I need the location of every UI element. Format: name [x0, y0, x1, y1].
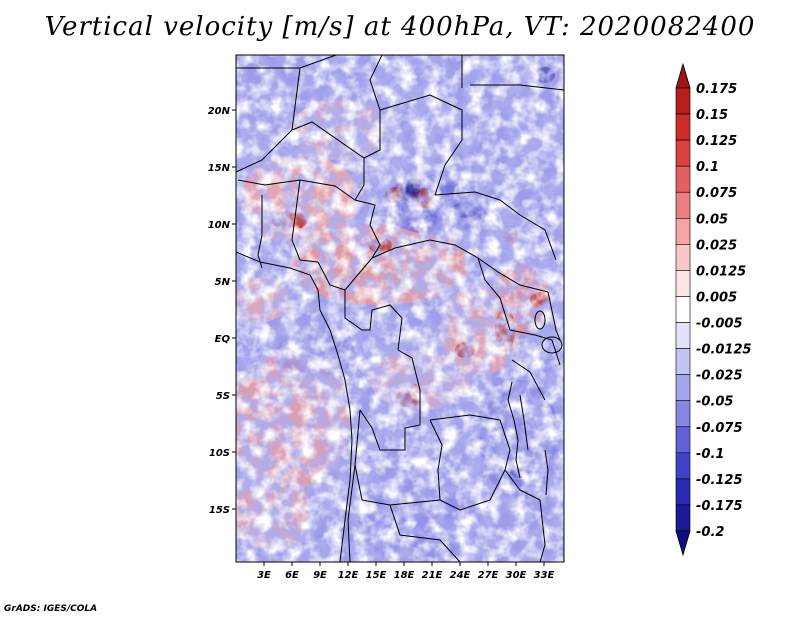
colorbar-segment	[675, 270, 691, 297]
lat-label: 20N	[208, 106, 231, 117]
colorbar-label: -0.1	[696, 447, 724, 462]
grads-credit: GrADS: IGES/COLA	[4, 604, 98, 614]
lon-label: 12E	[338, 570, 359, 581]
colorbar-label: -0.175	[696, 499, 743, 514]
lat-label: 10N	[208, 220, 231, 231]
colorbar-segment	[675, 504, 691, 532]
lake-outlines	[507, 310, 563, 496]
colorbar-segment	[675, 296, 691, 323]
colorbar-label: 0.15	[696, 108, 728, 123]
lat-label: EQ	[215, 334, 231, 345]
colorbar-top-triangle	[675, 62, 691, 89]
lat-label: 5S	[216, 391, 230, 402]
lon-label: 21E	[422, 570, 443, 581]
lat-axis	[232, 109, 236, 510]
colorbar-label: -0.0125	[696, 343, 752, 358]
colorbar-label: -0.075	[696, 421, 743, 436]
colorbar-segment	[675, 113, 691, 141]
colorbar-segment	[675, 217, 691, 245]
lat-label: 5N	[215, 277, 231, 288]
colorbar-label: 0.0125	[696, 264, 746, 279]
map-frame	[235, 54, 565, 563]
lat-label: 15N	[208, 163, 231, 174]
colorbar-label: 0.005	[696, 290, 737, 305]
colorbar-segment	[675, 374, 691, 402]
lon-label: 15E	[366, 570, 387, 581]
colorbar: 0.175 0.15 0.125 0.1 0.075 0.05 0.025 0.0125 0.0…	[675, 62, 752, 557]
lon-label: 27E	[478, 570, 499, 581]
colorbar-label: -0.025	[696, 369, 743, 384]
colorbar-bottom-triangle	[675, 530, 691, 557]
colorbar-label: -0.2	[696, 525, 724, 540]
lon-labels: 3E 6E 9E 12E 15E 18E 21E 24E 27E 30E 33E	[257, 570, 554, 581]
chart-title: Vertical velocity [m/s] at 400hPa, VT: 2…	[44, 12, 756, 42]
colorbar-segment	[675, 400, 691, 428]
colorbar-label: -0.125	[696, 473, 743, 488]
lat-label: 10S	[209, 448, 230, 459]
colorbar-label: -0.05	[696, 395, 733, 410]
lon-label: 18E	[394, 570, 415, 581]
country-borders	[236, 55, 564, 562]
colorbar-segment	[675, 139, 691, 167]
lon-label: 6E	[285, 570, 299, 581]
lon-label: 33E	[534, 570, 555, 581]
colorbar-label: 0.175	[696, 82, 737, 97]
lat-label: 15S	[209, 505, 230, 516]
colorbar-segment	[675, 322, 691, 349]
lon-axis	[263, 562, 545, 566]
lat-labels: 20N 15N 10N 5N EQ 5S 10S 15S	[208, 106, 231, 516]
lon-label: 30E	[506, 570, 527, 581]
colorbar-segment	[675, 165, 691, 193]
colorbar-label: 0.025	[696, 238, 737, 253]
colorbar-label: 0.075	[696, 186, 737, 201]
colorbar-segment	[675, 452, 691, 480]
colorbar-segment	[675, 426, 691, 454]
lon-label: 3E	[257, 570, 271, 581]
map-field	[236, 55, 564, 562]
lon-label: 24E	[450, 570, 471, 581]
colorbar-segment	[675, 348, 691, 375]
colorbar-segment	[675, 191, 691, 219]
colorbar-label: -0.005	[696, 317, 743, 332]
colorbar-segment	[675, 478, 691, 506]
colorbar-label: 0.05	[696, 212, 728, 227]
colorbar-segment	[675, 244, 691, 271]
colorbar-segment	[675, 87, 691, 115]
colorbar-label: 0.1	[696, 160, 719, 175]
lon-label: 9E	[313, 570, 327, 581]
colorbar-label: 0.125	[696, 134, 737, 149]
